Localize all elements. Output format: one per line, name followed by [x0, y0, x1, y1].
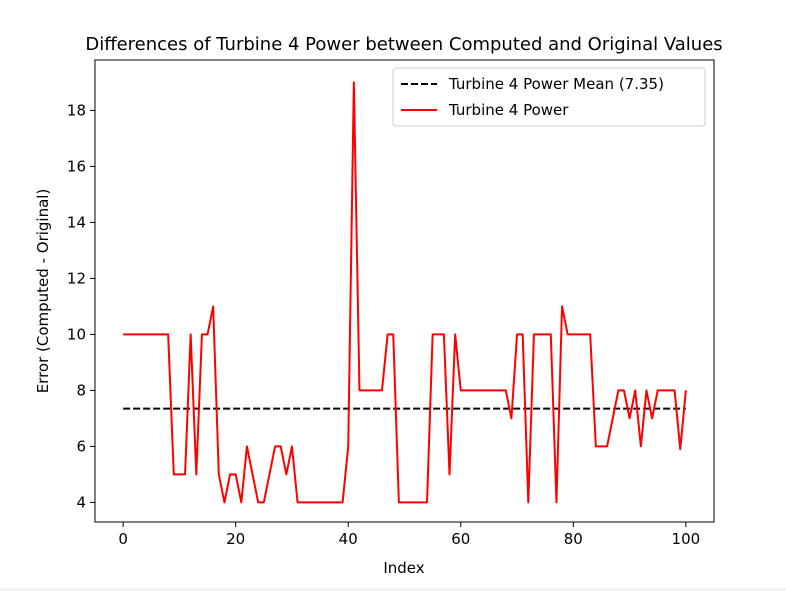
y-tick-label: 10	[67, 325, 86, 343]
y-tick-label: 8	[76, 381, 86, 399]
y-axis: 4 6 8 10 12 14 16 18	[67, 101, 95, 511]
x-tick-label: 100	[672, 530, 701, 548]
y-tick-label: 14	[67, 213, 86, 231]
legend-box	[392, 67, 706, 127]
y-tick-label: 6	[76, 437, 86, 455]
x-axis-title: Index	[383, 559, 424, 577]
y-tick-label: 4	[76, 493, 86, 511]
x-tick-label: 20	[226, 530, 245, 548]
legend-mean-label: Turbine 4 Power Mean (7.35)	[448, 75, 664, 93]
legend: Turbine 4 Power Mean (7.35) Turbine 4 Po…	[392, 67, 706, 127]
chart-title: Differences of Turbine 4 Power between C…	[85, 34, 722, 55]
y-tick-label: 12	[67, 269, 86, 287]
legend-power-label: Turbine 4 Power	[448, 101, 569, 119]
y-tick-label: 18	[67, 101, 86, 119]
y-tick-label: 16	[67, 157, 86, 175]
bottom-strip	[0, 588, 786, 591]
x-tick-label: 0	[118, 530, 128, 548]
plot-frame	[94, 59, 715, 523]
x-tick-label: 40	[339, 530, 358, 548]
x-axis: 0 20 40 60 80 100	[118, 522, 700, 548]
plot-area	[123, 81, 687, 504]
series-power-line	[123, 81, 687, 504]
x-tick-label: 80	[564, 530, 583, 548]
y-axis-title: Error (Computed - Original)	[34, 189, 52, 394]
x-tick-label: 60	[451, 530, 470, 548]
